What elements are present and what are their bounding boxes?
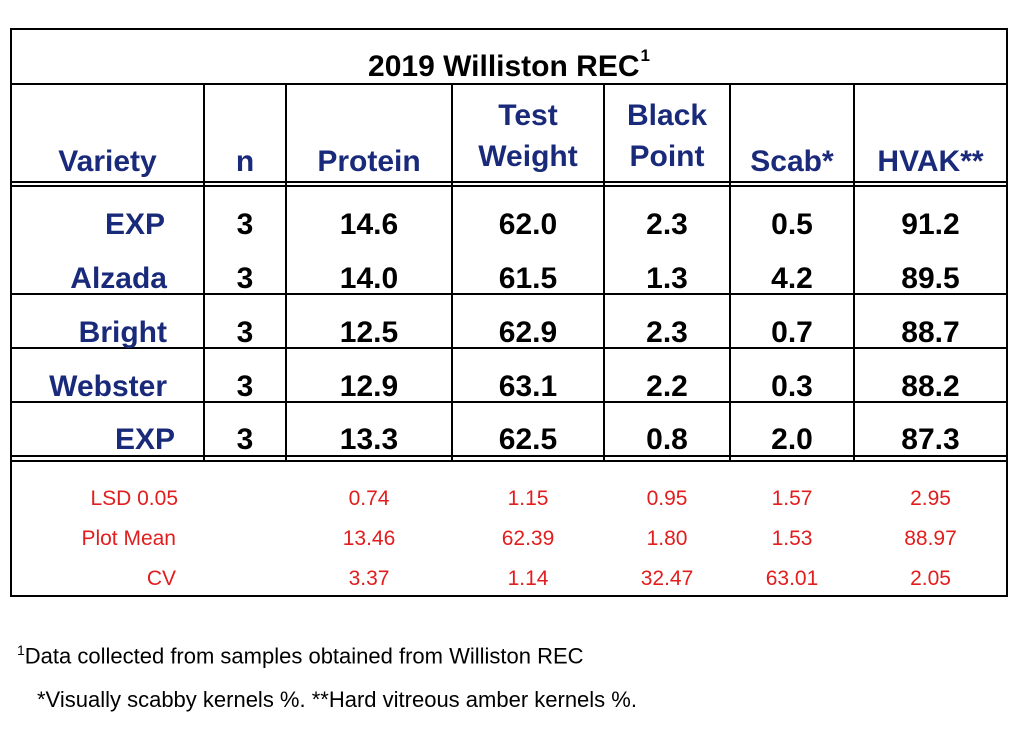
column-divider	[285, 85, 287, 462]
hvak-cell: 91.2	[901, 208, 960, 241]
variety-cell: Bright	[78, 316, 167, 349]
stat-test-weight: 62.39	[501, 527, 555, 550]
scab-cell: 0.3	[771, 370, 813, 403]
n-cell: 3	[236, 370, 254, 403]
protein-cell: 14.0	[339, 262, 399, 295]
hvak-cell: 87.3	[901, 423, 960, 456]
stat-black-point: 1.80	[646, 527, 688, 550]
table-title: 2019 Williston REC1	[12, 30, 1006, 85]
stat-test-weight: 1.14	[507, 567, 549, 590]
test-weight-cell: 62.9	[498, 316, 558, 349]
stat-protein: 13.46	[342, 527, 396, 550]
header-black-point-line2: Point	[629, 140, 705, 173]
n-cell: 3	[236, 208, 254, 241]
n-cell: 3	[236, 316, 254, 349]
column-divider	[603, 85, 605, 462]
stat-scab: 1.53	[771, 527, 813, 550]
scab-cell: 0.5	[771, 208, 813, 241]
header-scab: Scab*	[750, 145, 834, 178]
header-black-point-line1: Black	[626, 99, 708, 132]
data-bottom-border	[12, 460, 1006, 462]
test-weight-cell: 61.5	[498, 262, 558, 295]
stat-black-point: 0.95	[646, 487, 688, 510]
protein-cell: 13.3	[339, 423, 399, 456]
black-point-cell: 2.3	[646, 208, 688, 241]
footnote-definitions: *Visually scabby kernels %. **Hard vitre…	[37, 687, 637, 712]
footnote-source-text: Data collected from samples obtained fro…	[24, 643, 584, 669]
black-point-cell: 1.3	[646, 262, 688, 295]
header-protein: Protein	[317, 145, 421, 178]
test-weight-cell: 62.0	[498, 208, 558, 241]
results-table: 2019 Williston REC1 Variety n Protein Te…	[10, 28, 1008, 597]
header-divider	[12, 181, 1006, 187]
column-divider	[451, 85, 453, 462]
stat-scab: 1.57	[771, 487, 813, 510]
table-title-text: 2019 Williston REC	[368, 50, 640, 83]
variety-cell: Alzada	[70, 262, 167, 295]
column-divider	[853, 85, 855, 462]
black-point-cell: 2.2	[646, 370, 688, 403]
scab-cell: 2.0	[771, 423, 813, 456]
row-divider	[12, 401, 1006, 403]
header-n: n	[235, 145, 255, 178]
stat-scab: 63.01	[765, 567, 819, 590]
stat-label: CV	[146, 567, 176, 590]
column-divider	[203, 85, 205, 462]
n-cell: 3	[236, 262, 254, 295]
footnote-source: 1Data collected from samples obtained fr…	[17, 642, 584, 669]
stat-hvak: 2.05	[910, 567, 951, 590]
stat-test-weight: 1.15	[507, 487, 549, 510]
variety-cell: Webster	[49, 370, 167, 403]
protein-cell: 14.6	[339, 208, 399, 241]
header-hvak: HVAK**	[877, 145, 984, 178]
column-divider	[729, 85, 731, 462]
row-divider	[12, 347, 1006, 349]
header-test-weight-line2: Weight	[478, 140, 578, 173]
variety-cell: EXP	[104, 208, 165, 241]
protein-cell: 12.5	[339, 316, 399, 349]
n-cell: 3	[236, 423, 254, 456]
title-footnote-mark: 1	[640, 46, 650, 65]
stat-label: LSD 0.05	[90, 487, 178, 510]
test-weight-cell: 63.1	[498, 370, 558, 403]
scab-cell: 4.2	[771, 262, 813, 295]
stat-hvak: 2.95	[910, 487, 951, 510]
hvak-cell: 88.7	[901, 316, 960, 349]
black-point-cell: 0.8	[646, 423, 688, 456]
protein-cell: 12.9	[339, 370, 399, 403]
variety-cell: EXP	[114, 423, 175, 456]
stat-protein: 0.74	[348, 487, 390, 510]
test-weight-cell: 62.5	[498, 423, 558, 456]
row-divider	[12, 293, 1006, 295]
stat-hvak: 88.97	[904, 527, 957, 550]
stat-protein: 3.37	[348, 567, 390, 590]
stat-black-point: 32.47	[640, 567, 694, 590]
header-variety: Variety	[58, 145, 157, 178]
hvak-cell: 88.2	[901, 370, 960, 403]
row-divider	[12, 455, 1006, 457]
scab-cell: 0.7	[771, 316, 813, 349]
black-point-cell: 2.3	[646, 316, 688, 349]
hvak-cell: 89.5	[901, 262, 960, 295]
header-test-weight-line1: Test	[498, 99, 558, 132]
footnote-mark: 1	[17, 642, 25, 658]
stat-label: Plot Mean	[81, 527, 176, 550]
